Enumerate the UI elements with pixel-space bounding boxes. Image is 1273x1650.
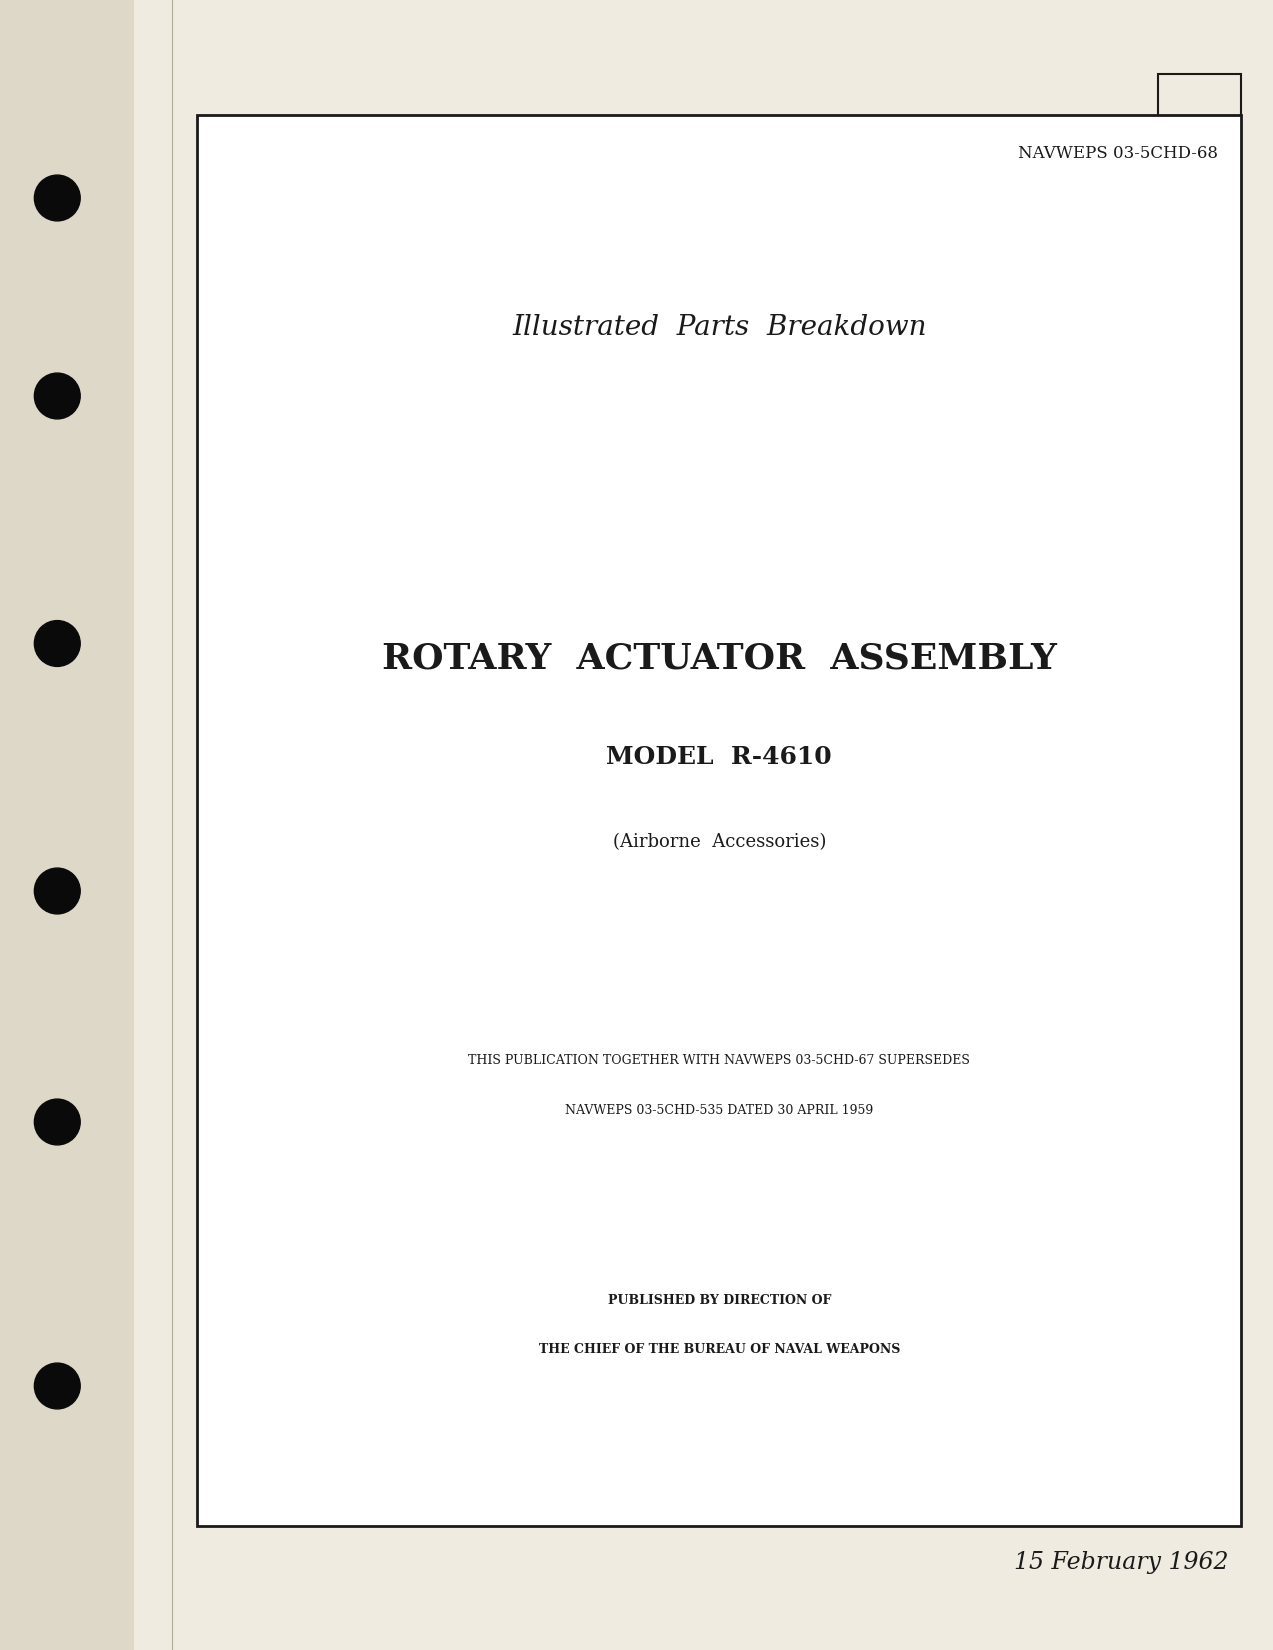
Bar: [1158, 74, 1241, 116]
Ellipse shape: [34, 868, 80, 914]
Text: THE CHIEF OF THE BUREAU OF NAVAL WEAPONS: THE CHIEF OF THE BUREAU OF NAVAL WEAPONS: [538, 1343, 900, 1356]
Text: 15 February 1962: 15 February 1962: [1015, 1551, 1228, 1574]
Text: THIS PUBLICATION TOGETHER WITH NAVWEPS 03-5CHD-67 SUPERSEDES: THIS PUBLICATION TOGETHER WITH NAVWEPS 0…: [468, 1054, 970, 1068]
Text: NAVWEPS 03-5CHD-68: NAVWEPS 03-5CHD-68: [1018, 145, 1218, 162]
Text: PUBLISHED BY DIRECTION OF: PUBLISHED BY DIRECTION OF: [607, 1294, 831, 1307]
Ellipse shape: [34, 373, 80, 419]
Ellipse shape: [34, 1363, 80, 1409]
Bar: [0, 0, 134, 1650]
Ellipse shape: [34, 620, 80, 667]
Ellipse shape: [34, 175, 80, 221]
Text: MODEL  R-4610: MODEL R-4610: [606, 746, 833, 769]
Text: (Airborne  Accessories): (Airborne Accessories): [612, 833, 826, 851]
Text: Illustrated  Parts  Breakdown: Illustrated Parts Breakdown: [512, 314, 927, 340]
Text: NAVWEPS 03-5CHD-535 DATED 30 APRIL 1959: NAVWEPS 03-5CHD-535 DATED 30 APRIL 1959: [565, 1104, 873, 1117]
Text: ROTARY  ACTUATOR  ASSEMBLY: ROTARY ACTUATOR ASSEMBLY: [382, 642, 1057, 675]
Ellipse shape: [34, 1099, 80, 1145]
Bar: [197, 116, 1241, 1526]
